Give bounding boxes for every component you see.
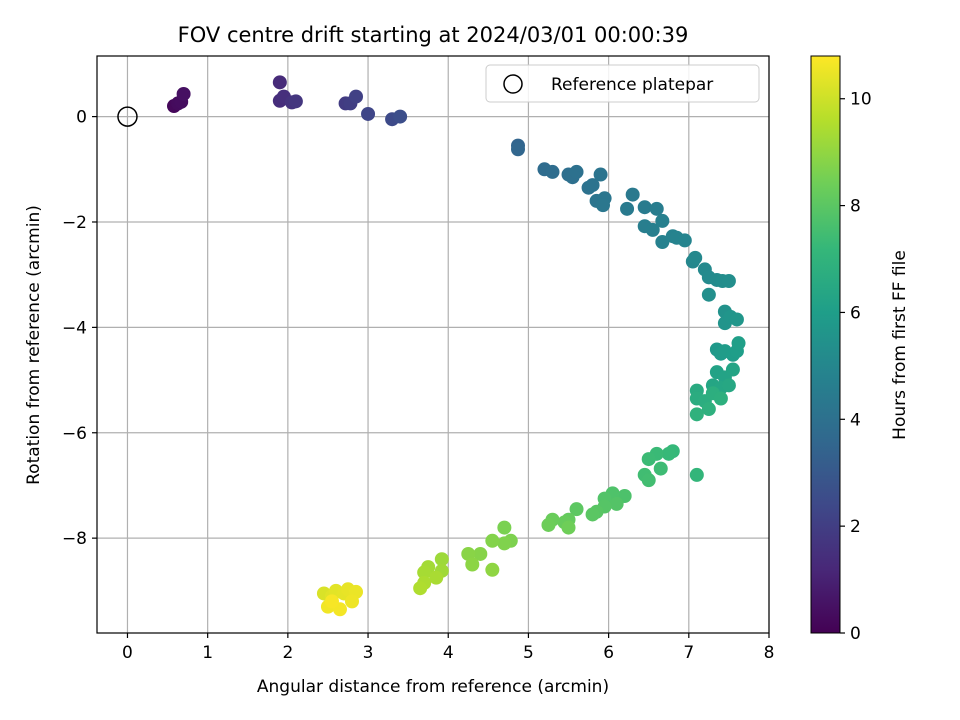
data-point — [413, 581, 428, 596]
data-point — [677, 233, 692, 248]
x-tick-label: 2 — [282, 643, 293, 663]
data-point — [349, 89, 364, 104]
chart-title: FOV centre drift starting at 2024/03/01 … — [178, 23, 689, 47]
colorbar-tick-label: 6 — [850, 303, 861, 323]
colorbar-tick-label: 0 — [850, 624, 861, 644]
data-point — [641, 452, 656, 467]
data-point — [545, 164, 560, 179]
colorbar-ticks: 0 2 4 6 8 10 — [840, 90, 872, 644]
data-point — [497, 520, 512, 535]
data-point — [725, 362, 740, 377]
data-point — [649, 201, 664, 216]
data-point — [689, 407, 704, 422]
y-tick-label: −8 — [62, 529, 87, 549]
data-point — [620, 201, 635, 216]
colorbar-tick-label: 10 — [850, 90, 872, 110]
data-point — [569, 164, 584, 179]
data-points — [166, 75, 746, 617]
data-point — [461, 546, 476, 561]
x-axis-ticks: 0 1 2 3 4 5 6 7 8 — [122, 633, 774, 663]
data-point — [645, 222, 660, 237]
colorbar-tick-label: 4 — [850, 410, 861, 430]
x-tick-label: 3 — [363, 643, 374, 663]
data-point — [497, 536, 512, 551]
data-point — [561, 520, 576, 535]
data-point — [701, 287, 716, 302]
data-point — [465, 557, 480, 572]
data-point — [596, 198, 611, 213]
data-point — [625, 187, 640, 202]
data-point — [324, 594, 339, 609]
x-tick-label: 4 — [443, 643, 454, 663]
x-tick-label: 5 — [523, 643, 534, 663]
data-point — [701, 402, 716, 417]
y-tick-label: −2 — [62, 213, 87, 233]
data-point — [434, 552, 449, 567]
x-tick-label: 0 — [122, 643, 133, 663]
data-point — [485, 533, 500, 548]
data-point — [689, 467, 704, 482]
legend: Reference platepar — [485, 64, 760, 103]
grid-lines — [97, 56, 770, 633]
legend-entry-reference: Reference platepar — [551, 75, 713, 95]
data-point — [585, 178, 600, 193]
reference-point-marker — [117, 106, 138, 127]
y-tick-label: −4 — [62, 318, 87, 338]
data-point — [176, 86, 191, 101]
data-point — [655, 213, 670, 228]
colorbar-tick-label: 8 — [850, 197, 861, 217]
data-point — [429, 570, 444, 585]
y-tick-label: −6 — [62, 424, 87, 444]
y-axis-label: Rotation from reference (arcmin) — [24, 205, 44, 485]
data-point — [641, 473, 656, 488]
plot-frame — [96, 55, 770, 634]
data-point — [655, 235, 670, 250]
data-point — [609, 496, 624, 511]
y-tick-label: 0 — [76, 108, 87, 128]
data-point — [485, 562, 500, 577]
colorbar-label: Hours from first FF file — [890, 250, 910, 440]
data-point — [721, 274, 736, 289]
data-point — [688, 250, 703, 265]
data-point — [288, 94, 303, 109]
data-point — [593, 167, 608, 182]
data-point — [661, 446, 676, 461]
x-axis-label: Angular distance from reference (arcmin) — [257, 677, 609, 697]
legend-box — [485, 64, 760, 103]
colorbar — [810, 55, 841, 634]
y-axis-ticks: 0 −2 −4 −6 −8 — [62, 108, 97, 549]
data-point — [361, 106, 376, 121]
x-tick-label: 1 — [202, 643, 213, 663]
data-point — [272, 75, 287, 90]
data-point — [393, 109, 408, 124]
data-point — [653, 461, 668, 476]
data-point — [721, 378, 736, 393]
x-tick-label: 7 — [683, 643, 694, 663]
data-point — [541, 517, 556, 532]
data-point — [417, 565, 432, 580]
data-point — [345, 594, 360, 609]
data-point — [585, 507, 600, 522]
colorbar-tick-label: 2 — [850, 517, 861, 537]
data-point — [729, 312, 744, 327]
x-tick-label: 8 — [764, 643, 775, 663]
data-point — [637, 200, 652, 215]
legend-marker — [503, 74, 523, 94]
data-point — [731, 336, 746, 351]
data-point — [569, 502, 584, 517]
reference-marker — [117, 106, 138, 127]
x-tick-label: 6 — [603, 643, 614, 663]
data-point — [713, 391, 728, 406]
data-point — [511, 142, 526, 157]
data-point — [473, 546, 488, 561]
